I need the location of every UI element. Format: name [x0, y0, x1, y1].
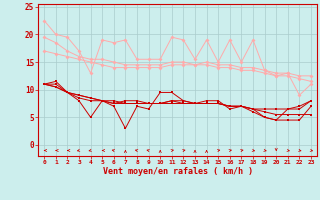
X-axis label: Vent moyen/en rafales ( km/h ): Vent moyen/en rafales ( km/h ) [103, 167, 252, 176]
